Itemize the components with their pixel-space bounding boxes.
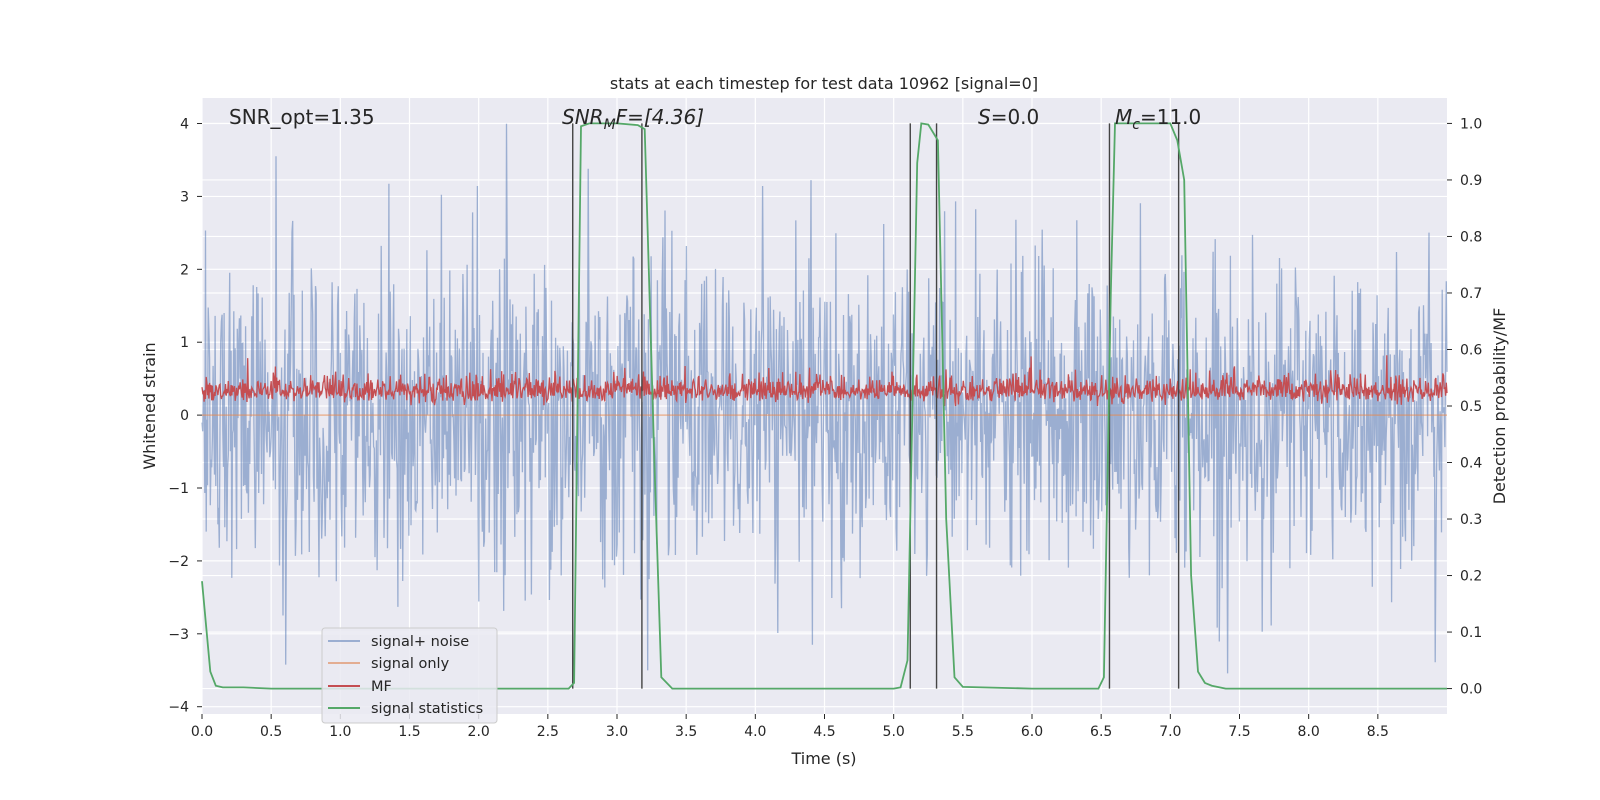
annotation-mc-main: M bbox=[1115, 105, 1132, 129]
x-tick-label-5: 2.5 bbox=[537, 724, 559, 740]
annotation-s: S=0.0 bbox=[978, 105, 1039, 129]
y2-tick-label-4: 0.6 bbox=[1460, 342, 1482, 358]
annotation-s-main: S bbox=[978, 105, 991, 129]
legend-label-signal-statistics: signal statistics bbox=[371, 701, 483, 717]
series-signal-plus-noise bbox=[201, 123, 1448, 674]
x-tick-label-1: 0.5 bbox=[260, 724, 282, 740]
x-tick-label-6: 3.0 bbox=[606, 724, 628, 740]
y2-tick-label-10: 0.0 bbox=[1460, 682, 1482, 698]
x-tick-label-9: 4.5 bbox=[813, 724, 835, 740]
y2-tick-label-5: 0.5 bbox=[1460, 399, 1482, 415]
y-axis-label: Whitened strain bbox=[140, 342, 159, 469]
x-axis-label: Time (s) bbox=[790, 749, 856, 768]
x-tick-label-15: 7.5 bbox=[1228, 724, 1250, 740]
x-tick-label-2: 1.0 bbox=[329, 724, 351, 740]
y2-tick-label-9: 0.1 bbox=[1460, 625, 1482, 641]
x-tick-label-16: 8.0 bbox=[1298, 724, 1320, 740]
x-tick-label-7: 3.5 bbox=[675, 724, 697, 740]
legend-label-signal-only: signal only bbox=[371, 656, 450, 672]
y-tick-label-1: 3 bbox=[180, 189, 189, 205]
annotation-snr-opt: SNR_opt=1.35 bbox=[229, 105, 375, 129]
x-tick-label-12: 6.0 bbox=[1021, 724, 1043, 740]
legend-box bbox=[321, 627, 498, 724]
legend-label-signal-plus-noise: signal+ noise bbox=[371, 634, 469, 650]
x-ticks: 0.0 0.5 1.0 1.5 2.0 2.5 3.0 3.5 4.0 4.5 5.0 5.5 6.0 6… bbox=[191, 714, 1389, 740]
x-tick-label-17: 8.5 bbox=[1367, 724, 1389, 740]
y-tick-label-4: 0 bbox=[180, 408, 189, 424]
y-ticks: 4 3 2 1 0 −1 −2 −3 −4 bbox=[168, 117, 202, 716]
y2-tick-label-1: 0.9 bbox=[1460, 173, 1482, 189]
series-mf bbox=[201, 355, 1448, 407]
y2-tick-label-0: 1.0 bbox=[1460, 116, 1482, 132]
y2-tick-label-3: 0.7 bbox=[1460, 286, 1482, 302]
y2-tick-label-7: 0.3 bbox=[1460, 512, 1482, 528]
y2-ticks: 1.0 0.9 0.8 0.7 0.6 0.5 0.4 0.3 0.2 0.1 0.0 bbox=[1447, 116, 1482, 698]
y2-axis-label: Detection probability/MF bbox=[1490, 308, 1509, 505]
x-tick-label-0: 0.0 bbox=[191, 724, 213, 740]
annotation-snr-mf-main: SNR bbox=[562, 105, 604, 129]
y-tick-label-0: 4 bbox=[180, 117, 189, 133]
x-tick-label-4: 2.0 bbox=[468, 724, 490, 740]
y-tick-label-2: 2 bbox=[180, 262, 189, 278]
legend: signal+ noise signal only MF signal stat… bbox=[321, 627, 498, 724]
x-tick-label-8: 4.0 bbox=[744, 724, 766, 740]
legend-label-mf: MF bbox=[371, 679, 392, 695]
x-tick-label-13: 6.5 bbox=[1090, 724, 1112, 740]
x-tick-label-10: 5.0 bbox=[883, 724, 905, 740]
y-tick-label-7: −3 bbox=[168, 627, 189, 643]
y-tick-label-3: 1 bbox=[180, 335, 189, 351]
x-tick-label-14: 7.0 bbox=[1159, 724, 1181, 740]
annotation-snr-mf-rest: F=[4.36] bbox=[616, 105, 704, 129]
mf-line bbox=[201, 355, 1448, 407]
y2-tick-label-6: 0.4 bbox=[1460, 456, 1482, 472]
signal-plus-noise-line bbox=[201, 123, 1448, 674]
annotation-mc-rest: =11.0 bbox=[1140, 105, 1201, 129]
x-tick-label-3: 1.5 bbox=[398, 724, 420, 740]
chart-title: stats at each timestep for test data 109… bbox=[610, 74, 1038, 93]
annotation-snr-mf: SNRMF=[4.36] bbox=[562, 105, 704, 133]
annotation-s-rest: =0.0 bbox=[991, 105, 1040, 129]
annotation-mc: Mc=11.0 bbox=[1115, 105, 1201, 133]
y2-tick-label-2: 0.8 bbox=[1460, 229, 1482, 245]
vertical-markers bbox=[572, 123, 1180, 689]
annotation-mc-sub: c bbox=[1132, 117, 1140, 133]
x-tick-label-11: 5.5 bbox=[952, 724, 974, 740]
y-tick-label-5: −1 bbox=[168, 481, 189, 497]
y-tick-label-8: −4 bbox=[168, 700, 189, 716]
y2-tick-label-8: 0.2 bbox=[1460, 569, 1482, 585]
y-tick-label-6: −2 bbox=[168, 554, 189, 570]
annotation-snr-mf-sub: M bbox=[604, 117, 616, 133]
